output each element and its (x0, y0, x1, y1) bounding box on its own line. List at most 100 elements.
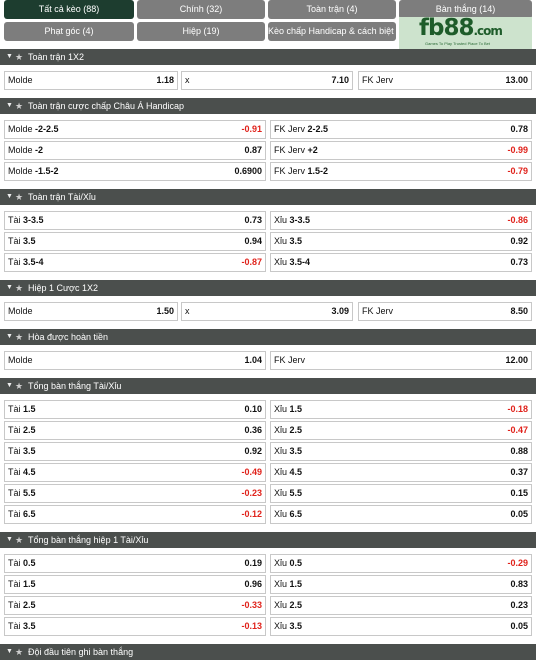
star-icon[interactable]: ★ (15, 192, 24, 202)
odds-button[interactable]: Tài 1.5 0.96 (4, 575, 266, 594)
star-icon[interactable]: ★ (15, 283, 24, 293)
odds-button[interactable]: Tài 5.5 -0.23 (4, 484, 266, 503)
star-icon[interactable]: ★ (15, 101, 24, 111)
odds-button[interactable]: Tài 2.5 0.36 (4, 421, 266, 440)
market-section-header[interactable]: ▼ ★ Toàn trận Tài/Xỉu (0, 189, 536, 205)
odds-value: -0.79 (507, 166, 528, 176)
selection-label: FK Jerv +2 (274, 145, 318, 155)
caret-down-icon[interactable]: ▼ (6, 333, 13, 340)
market-section-header[interactable]: ▼ ★ Toàn trận 1X2 (0, 49, 536, 65)
market-section-header[interactable]: ▼ ★ Toàn trận cược chấp Châu Á Handicap (0, 98, 536, 114)
odds-button[interactable]: Tài 3-3.5 0.73 (4, 211, 266, 230)
odds-button[interactable]: Xỉu 3.5 0.92 (270, 232, 532, 251)
star-icon[interactable]: ★ (15, 647, 24, 657)
odds-button[interactable]: Molde -2-2.5 -0.91 (4, 120, 266, 139)
odds-button[interactable]: Tài 1.5 0.10 (4, 400, 266, 419)
odds-button[interactable]: Molde -2 0.87 (4, 141, 266, 160)
odds-button[interactable]: FK Jerv 13.00 (358, 71, 532, 90)
odds-button[interactable]: Molde 1.04 (4, 351, 266, 370)
tab-corners[interactable]: Phạt góc (4) (4, 22, 134, 41)
caret-down-icon[interactable]: ▼ (6, 102, 13, 109)
tab-main[interactable]: Chính (32) (137, 0, 265, 19)
selection-label: Xỉu 6.5 (274, 509, 303, 519)
odds-button[interactable]: Tài 3.5 0.94 (4, 232, 266, 251)
odds-button[interactable]: Xỉu 1.5 -0.18 (270, 400, 532, 419)
logo-main-text: fb88 (419, 15, 474, 41)
market-section-header[interactable]: ▼ ★ Hiệp 1 Cược 1X2 (0, 280, 536, 296)
odds-button[interactable]: Xỉu 3.5-4 0.73 (270, 253, 532, 272)
odds-button[interactable]: Xỉu 2.5 -0.47 (270, 421, 532, 440)
handicap-line: 5.5 (20, 488, 36, 498)
selection-label: Xỉu 3.5 (274, 621, 303, 631)
odds-button[interactable]: Xỉu 1.5 0.83 (270, 575, 532, 594)
market-section-header[interactable]: ▼ ★ Tổng bàn thắng Tài/Xỉu (0, 378, 536, 394)
handicap-line: 2.5 (20, 600, 36, 610)
odds-button[interactable]: Xỉu 2.5 0.23 (270, 596, 532, 615)
odds-value: 0.94 (244, 236, 262, 246)
selection-label: Xỉu 5.5 (274, 488, 303, 498)
star-icon[interactable]: ★ (15, 52, 24, 62)
odds-button[interactable]: x 7.10 (181, 71, 353, 90)
odds-button[interactable]: Tài 6.5 -0.12 (4, 505, 266, 524)
tab-goals[interactable]: Bàn thắng (14) (399, 0, 532, 19)
tab-full-time[interactable]: Toàn trận (4) (268, 0, 396, 19)
handicap-line: 3.5 (20, 446, 36, 456)
odds-row: Tài 0.5 0.19 Xỉu 0.5 -0.29 (0, 554, 536, 573)
odds-button[interactable]: Tài 2.5 -0.33 (4, 596, 266, 615)
odds-button[interactable]: FK Jerv 1.5-2 -0.79 (270, 162, 532, 181)
handicap-line: 2.5 (287, 600, 303, 610)
selection-label: Xỉu 1.5 (274, 579, 303, 589)
odds-button[interactable]: Tài 3.5 0.92 (4, 442, 266, 461)
odds-button[interactable]: Tài 3.5-4 -0.87 (4, 253, 266, 272)
caret-down-icon[interactable]: ▼ (6, 193, 13, 200)
tab-half[interactable]: Hiệp (19) (137, 22, 265, 41)
star-icon[interactable]: ★ (15, 381, 24, 391)
odds-value: -0.33 (241, 600, 262, 610)
market-section-header[interactable]: ▼ ★ Tổng bàn thắng hiệp 1 Tài/Xỉu (0, 532, 536, 548)
odds-button[interactable]: Tài 3.5 -0.13 (4, 617, 266, 636)
odds-button[interactable]: Tài 0.5 0.19 (4, 554, 266, 573)
odds-button[interactable]: FK Jerv 12.00 (270, 351, 532, 370)
caret-down-icon[interactable]: ▼ (6, 648, 13, 655)
tab-handicap[interactable]: Kèo chấp Handicap & cách biệt (3) (268, 22, 396, 41)
tab-all-markets[interactable]: Tất cả kèo (88) (4, 0, 134, 19)
caret-down-icon[interactable]: ▼ (6, 284, 13, 291)
odds-button[interactable]: Xỉu 0.5 -0.29 (270, 554, 532, 573)
star-icon[interactable]: ★ (15, 332, 24, 342)
odds-button[interactable]: Xỉu 6.5 0.05 (270, 505, 532, 524)
selection-label: FK Jerv (362, 75, 394, 85)
odds-row: Molde 1.04 FK Jerv 12.00 (0, 351, 536, 370)
handicap-line: 5.5 (287, 488, 303, 498)
odds-button[interactable]: Molde 1.50 (4, 302, 178, 321)
odds-row: Tài 2.5 -0.33 Xỉu 2.5 0.23 (0, 596, 536, 615)
caret-down-icon[interactable]: ▼ (6, 536, 13, 543)
caret-down-icon[interactable]: ▼ (6, 382, 13, 389)
odds-button[interactable]: Xỉu 4.5 0.37 (270, 463, 532, 482)
odds-button[interactable]: Molde 1.18 (4, 71, 178, 90)
odds-value: 0.10 (244, 404, 262, 414)
odds-value: 7.10 (331, 75, 349, 85)
handicap-line: 1.5 (287, 579, 303, 589)
odds-button[interactable]: Tài 4.5 -0.49 (4, 463, 266, 482)
odds-button[interactable]: Xỉu 3.5 0.05 (270, 617, 532, 636)
market-section-header[interactable]: ▼ ★ Hòa được hoàn tiền (0, 329, 536, 345)
selection-label: FK Jerv 2-2.5 (274, 124, 329, 134)
handicap-line: 1.5-2 (305, 166, 329, 176)
caret-down-icon[interactable]: ▼ (6, 53, 13, 60)
market-section-header[interactable]: ▼ ★ Đội đầu tiên ghi bàn thắng (0, 644, 536, 660)
odds-button[interactable]: Xỉu 3-3.5 -0.86 (270, 211, 532, 230)
odds-button[interactable]: FK Jerv 2-2.5 0.78 (270, 120, 532, 139)
odds-button[interactable]: x 3.09 (181, 302, 353, 321)
handicap-line: 4.5 (287, 467, 303, 477)
odds-button[interactable]: Molde -1.5-2 0.6900 (4, 162, 266, 181)
odds-button[interactable]: Xỉu 3.5 0.88 (270, 442, 532, 461)
odds-row: Tài 6.5 -0.12 Xỉu 6.5 0.05 (0, 505, 536, 524)
star-icon[interactable]: ★ (15, 535, 24, 545)
odds-value: 0.23 (510, 600, 528, 610)
odds-value: -0.49 (241, 467, 262, 477)
odds-button[interactable]: FK Jerv +2 -0.99 (270, 141, 532, 160)
odds-value: 0.6900 (234, 166, 262, 176)
handicap-line: -2-2.5 (32, 124, 59, 134)
odds-button[interactable]: Xỉu 5.5 0.15 (270, 484, 532, 503)
odds-button[interactable]: FK Jerv 8.50 (358, 302, 532, 321)
